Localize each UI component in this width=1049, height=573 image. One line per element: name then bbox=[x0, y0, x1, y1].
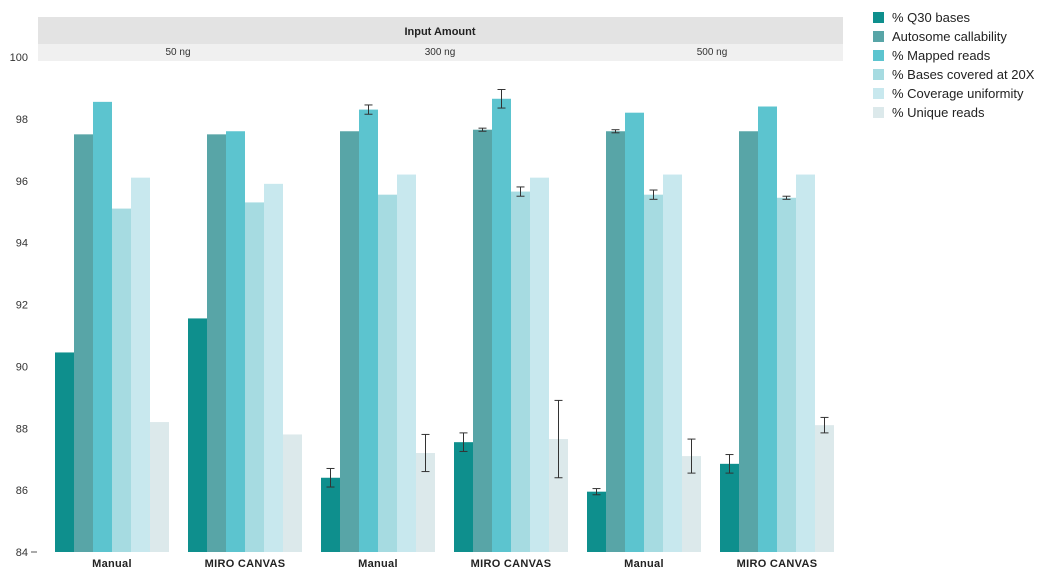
bar-autosome-callability-3 bbox=[340, 131, 359, 552]
y-axis: 84 86 88 90 92 94 96 98 100 bbox=[10, 52, 37, 559]
y-tick-label: 84 bbox=[16, 547, 28, 559]
bar-mapped-reads-5 bbox=[625, 112, 644, 552]
bar-unique-reads-3 bbox=[416, 453, 435, 552]
facet-header: Input Amount 50 ng 300 ng 500 ng bbox=[38, 17, 843, 61]
bar-mapped-reads-2 bbox=[226, 131, 245, 552]
legend-swatch-coverage-uniformity bbox=[873, 88, 884, 99]
category-label-manual: Manual bbox=[92, 558, 132, 570]
bar-bases-covered-at-20x-1 bbox=[112, 208, 131, 552]
legend-label-mapped-reads: % Mapped reads bbox=[892, 48, 991, 63]
bar-autosome-callability-2 bbox=[207, 134, 226, 552]
bar-coverage-uniformity-5 bbox=[663, 174, 682, 552]
bar-q30-bases-5 bbox=[587, 491, 606, 552]
y-tick-label: 88 bbox=[16, 423, 28, 435]
bar-coverage-uniformity-3 bbox=[397, 174, 416, 552]
bar-q30-bases-1 bbox=[55, 352, 74, 552]
group-header-bg bbox=[38, 44, 843, 61]
bar-bases-covered-at-20x-2 bbox=[245, 202, 264, 552]
y-tick-label: 86 bbox=[16, 485, 28, 497]
category-label-manual: Manual bbox=[358, 558, 398, 570]
category-label-miro-canvas: MIRO CANVAS bbox=[205, 558, 286, 570]
bar-bases-covered-at-20x-4 bbox=[511, 191, 530, 552]
legend-swatch-unique-reads bbox=[873, 107, 884, 118]
bar-coverage-uniformity-4 bbox=[530, 177, 549, 552]
bar-unique-reads-6 bbox=[815, 425, 834, 552]
legend-swatch-bases-covered-at-20x bbox=[873, 69, 884, 80]
bar-q30-bases-6 bbox=[720, 463, 739, 552]
bar-bases-covered-at-20x-5 bbox=[644, 194, 663, 552]
bar-autosome-callability-1 bbox=[74, 134, 93, 552]
legend-label-bases-covered-at-20x: % Bases covered at 20X bbox=[892, 67, 1035, 82]
legend-swatch-q30-bases bbox=[873, 12, 884, 23]
y-tick-label: 100 bbox=[10, 52, 28, 64]
y-tick-label: 90 bbox=[16, 361, 28, 373]
category-label-manual: Manual bbox=[624, 558, 664, 570]
group-label-300-ng: 300 ng bbox=[425, 47, 456, 58]
y-tick-label: 92 bbox=[16, 300, 28, 312]
bar-unique-reads-5 bbox=[682, 456, 701, 552]
bar-autosome-callability-6 bbox=[739, 131, 758, 552]
legend: % Q30 bases Autosome callability % Mapped … bbox=[873, 10, 1035, 120]
legend-label-autosome-callability: Autosome callability bbox=[892, 29, 1007, 44]
legend-label-coverage-uniformity: % Coverage uniformity bbox=[892, 86, 1024, 101]
input-amount-header-bg bbox=[38, 17, 843, 44]
bar-mapped-reads-1 bbox=[93, 101, 112, 552]
bar-unique-reads-1 bbox=[150, 422, 169, 552]
bar-autosome-callability-5 bbox=[606, 131, 625, 552]
y-tick-label: 98 bbox=[16, 114, 28, 126]
legend-label-q30-bases: % Q30 bases bbox=[892, 10, 971, 25]
group-label-50-ng: 50 ng bbox=[165, 47, 190, 58]
category-label-miro-canvas: MIRO CANVAS bbox=[737, 558, 818, 570]
error-bars bbox=[326, 88, 829, 496]
y-tick-label: 96 bbox=[16, 176, 28, 188]
group-label-500-ng: 500 ng bbox=[697, 47, 728, 58]
bar-mapped-reads-6 bbox=[758, 106, 777, 552]
bar-coverage-uniformity-1 bbox=[131, 177, 150, 552]
bar-mapped-reads-4 bbox=[492, 98, 511, 552]
y-tick-label: 94 bbox=[16, 238, 28, 250]
legend-label-unique-reads: % Unique reads bbox=[892, 105, 985, 120]
bar-q30-bases-2 bbox=[188, 318, 207, 552]
bar-unique-reads-4 bbox=[549, 439, 568, 552]
legend-swatch-autosome-callability bbox=[873, 31, 884, 42]
bar-coverage-uniformity-6 bbox=[796, 174, 815, 552]
category-label-miro-canvas: MIRO CANVAS bbox=[471, 558, 552, 570]
bar-q30-bases-4 bbox=[454, 442, 473, 552]
legend-swatch-mapped-reads bbox=[873, 50, 884, 61]
input-amount-header: Input Amount bbox=[404, 26, 475, 38]
bar-q30-bases-3 bbox=[321, 477, 340, 552]
bar-unique-reads-2 bbox=[283, 434, 302, 552]
bars bbox=[55, 98, 834, 552]
x-axis: Manual MIRO CANVAS Manual MIRO CANVAS Manual… bbox=[92, 558, 817, 570]
bar-mapped-reads-3 bbox=[359, 109, 378, 552]
bar-bases-covered-at-20x-6 bbox=[777, 197, 796, 552]
bar-autosome-callability-4 bbox=[473, 129, 492, 552]
bar-coverage-uniformity-2 bbox=[264, 183, 283, 552]
bar-bases-covered-at-20x-3 bbox=[378, 194, 397, 552]
